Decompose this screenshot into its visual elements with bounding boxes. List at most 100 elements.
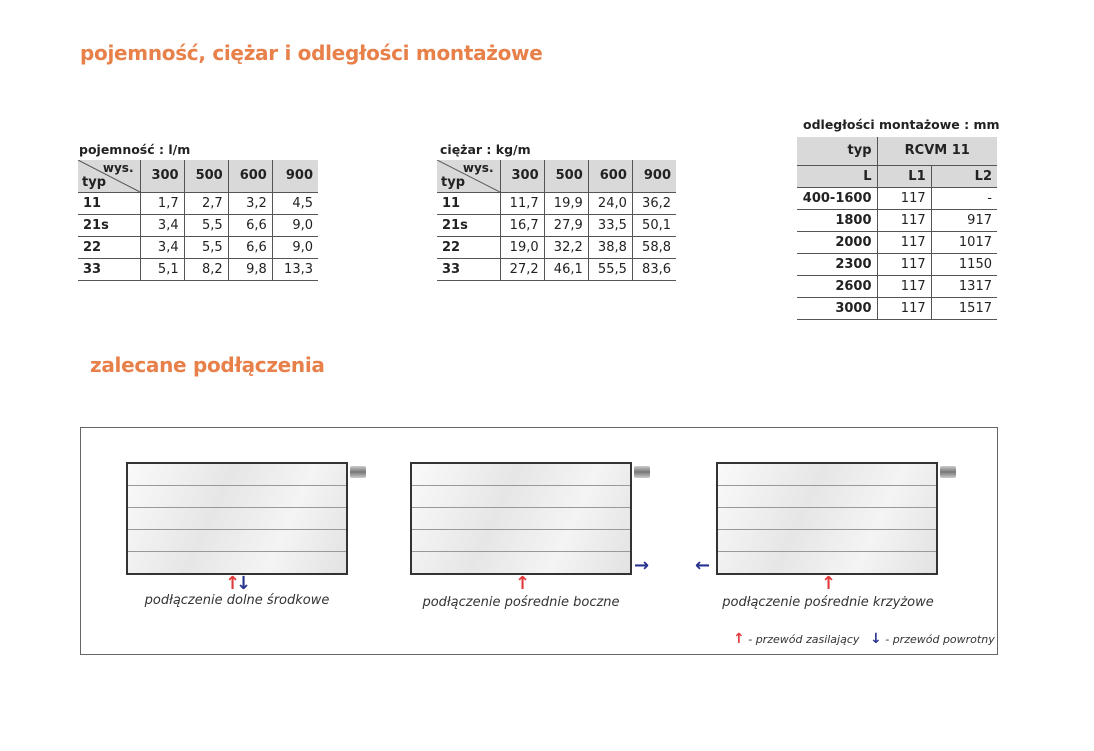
table-cell: 4,5 xyxy=(271,192,318,215)
section-title-capacity: pojemność, ciężar i odległości montażowe xyxy=(80,41,543,65)
legend-return-text: - przewód powrotny xyxy=(885,633,995,646)
connection-caption: podłączenie pośrednie boczne xyxy=(422,595,620,610)
table-cell: 33 xyxy=(78,258,140,281)
type-header: typ xyxy=(441,174,465,190)
table-row: 11 11,7 19,9 24,0 36,2 xyxy=(437,192,676,215)
mounting-label: odległości montażowe : mm xyxy=(803,117,1000,132)
table-cell: 22 xyxy=(78,236,140,259)
table-cell: 24,0 xyxy=(587,192,633,215)
table-cell: 9,0 xyxy=(271,214,318,237)
table-cell: 400-1600 xyxy=(797,187,877,210)
height-col: 300 xyxy=(139,160,185,193)
table-cell: 3,2 xyxy=(227,192,273,215)
table-cell: 117 xyxy=(876,297,932,320)
table-cell: 19,0 xyxy=(499,236,545,259)
section-title-connections: zalecane podłączenia xyxy=(90,353,325,377)
valve-icon xyxy=(940,466,956,478)
table-cell: 2,7 xyxy=(183,192,229,215)
table-cell: 19,9 xyxy=(543,192,589,215)
table-cell: 917 xyxy=(930,209,997,232)
table-cell: 2300 xyxy=(797,253,877,276)
table-row: 33 27,2 46,1 55,5 83,6 xyxy=(437,258,676,281)
table-cell: 1517 xyxy=(930,297,997,320)
table-cell: 27,9 xyxy=(543,214,589,237)
supply-arrow-icon: ↑ xyxy=(821,573,837,594)
table-cell: 117 xyxy=(876,275,932,298)
table-cell: 5,1 xyxy=(139,258,185,281)
table-row: 2000 117 1017 xyxy=(797,231,997,254)
table-cell: 58,8 xyxy=(631,236,676,259)
corner-header: wys. typ xyxy=(437,160,500,193)
table-row: 2300 117 1150 xyxy=(797,253,997,276)
table-row: 21s 3,4 5,5 6,6 9,0 xyxy=(78,214,318,237)
table-cell: 9,8 xyxy=(227,258,273,281)
table-cell: 3,4 xyxy=(139,236,185,259)
table-cell: 11 xyxy=(78,192,140,215)
table-cell: 27,2 xyxy=(499,258,545,281)
table-cell: 33 xyxy=(437,258,500,281)
table-cell: 16,7 xyxy=(499,214,545,237)
supply-arrow-icon: ↑ xyxy=(515,573,531,594)
table-cell: 21s xyxy=(78,214,140,237)
col-L: L xyxy=(797,165,877,188)
table-cell: 11 xyxy=(437,192,500,215)
table-cell: 21s xyxy=(437,214,500,237)
legend-supply-text: - przewód zasilający xyxy=(748,633,860,646)
return-arrow-icon: ← xyxy=(695,555,711,576)
table-cell: 1317 xyxy=(930,275,997,298)
table-cell: 117 xyxy=(876,231,932,254)
supply-arrow-icon: ↑ xyxy=(733,631,745,647)
weight-label: ciężar : kg/m xyxy=(440,142,531,157)
table-cell: 3,4 xyxy=(139,214,185,237)
radiator-diagram xyxy=(126,462,348,575)
table-cell: 6,6 xyxy=(227,214,273,237)
table-cell: 6,6 xyxy=(227,236,273,259)
capacity-table: wys. typ 300 500 600 900 11 1,7 2,7 3,2 4,5 21s 3,4 5… xyxy=(78,160,318,281)
height-col: 500 xyxy=(543,160,589,193)
return-arrow-icon: → xyxy=(634,555,650,576)
table-row: 22 3,4 5,5 6,6 9,0 xyxy=(78,236,318,259)
table-cell: 3000 xyxy=(797,297,877,320)
table-cell: 50,1 xyxy=(631,214,676,237)
table-row: 22 19,0 32,2 38,8 58,8 xyxy=(437,236,676,259)
table-row: 11 1,7 2,7 3,2 4,5 xyxy=(78,192,318,215)
table-cell: 117 xyxy=(876,253,932,276)
height-col: 900 xyxy=(631,160,676,193)
weight-table: wys. typ 300 500 600 900 11 11,7 19,9 24,0 36,2 21s… xyxy=(437,160,676,281)
type-header: typ xyxy=(82,174,106,190)
capacity-label: pojemność : l/m xyxy=(79,142,191,157)
corner-header: wys. typ xyxy=(78,160,140,193)
table-cell: 1017 xyxy=(930,231,997,254)
table-cell: 83,6 xyxy=(631,258,676,281)
connections-panel xyxy=(80,427,998,655)
connection-caption: podłączenie dolne środkowe xyxy=(144,593,330,608)
legend-supply: ↑ - przewód zasilający xyxy=(733,631,859,647)
table-cell: 1800 xyxy=(797,209,877,232)
legend-return: ↓ - przewód powrotny xyxy=(870,631,995,647)
height-header: wys. xyxy=(462,161,494,175)
supply-arrow-icon: ↑ xyxy=(225,573,241,594)
height-col: 300 xyxy=(499,160,545,193)
height-col: 900 xyxy=(271,160,318,193)
height-col: 600 xyxy=(227,160,273,193)
table-cell: 5,5 xyxy=(183,214,229,237)
table-cell: 5,5 xyxy=(183,236,229,259)
valve-icon xyxy=(634,466,650,478)
table-cell: 1150 xyxy=(930,253,997,276)
table-cell: 2000 xyxy=(797,231,877,254)
return-arrow-icon: ↓ xyxy=(236,573,252,594)
table-cell: 13,3 xyxy=(271,258,318,281)
table-cell: 38,8 xyxy=(587,236,633,259)
table-cell: 9,0 xyxy=(271,236,318,259)
table-cell: 117 xyxy=(876,187,932,210)
table-row: 2600 117 1317 xyxy=(797,275,997,298)
radiator-diagram xyxy=(410,462,632,575)
col-L2: L2 xyxy=(930,165,997,188)
table-cell: 55,5 xyxy=(587,258,633,281)
mounting-table: typ RCVM 11 L L1 L2 400-1600 117-1800 117 917 2… xyxy=(797,137,997,320)
return-arrow-icon: ↓ xyxy=(870,631,882,647)
table-row: 400-1600 117- xyxy=(797,187,997,210)
table-cell: 117 xyxy=(876,209,932,232)
table-cell: - xyxy=(930,187,997,210)
table-cell: 46,1 xyxy=(543,258,589,281)
